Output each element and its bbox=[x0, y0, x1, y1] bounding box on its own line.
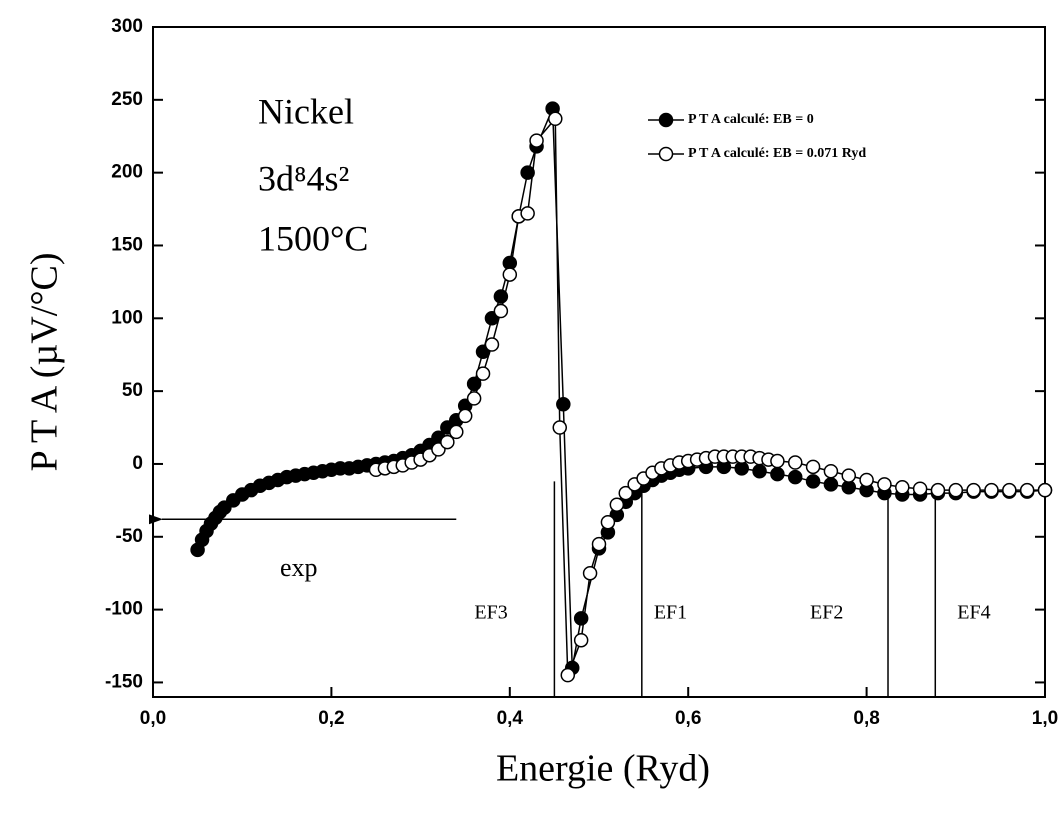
data-point bbox=[823, 463, 839, 479]
data-point bbox=[573, 632, 589, 648]
data-point bbox=[582, 565, 598, 581]
legend-label: P T A calculé: EB = 0.071 Ryd bbox=[688, 146, 866, 161]
annotation: 3d⁸4s² bbox=[258, 158, 349, 198]
legend-label: P T A calculé: EB = 0 bbox=[688, 112, 814, 127]
fermi-label: EF3 bbox=[474, 602, 507, 624]
data-point bbox=[859, 472, 874, 488]
y-tick-label: 50 bbox=[122, 380, 143, 401]
data-point bbox=[895, 480, 910, 495]
data-point bbox=[449, 424, 464, 440]
y-tick-label: 250 bbox=[111, 89, 143, 110]
data-point bbox=[475, 366, 491, 381]
data-point bbox=[752, 463, 767, 479]
data-point bbox=[805, 474, 821, 489]
data-point bbox=[948, 482, 964, 498]
y-tick-label: -150 bbox=[105, 671, 143, 692]
legend-marker bbox=[658, 112, 674, 128]
data-point bbox=[930, 482, 946, 498]
data-point bbox=[877, 477, 892, 492]
data-point bbox=[466, 391, 482, 406]
data-point bbox=[440, 434, 455, 450]
data-point bbox=[560, 667, 576, 683]
data-point bbox=[618, 485, 634, 501]
y-tick-label: -50 bbox=[116, 526, 143, 547]
data-point bbox=[484, 337, 500, 352]
data-point bbox=[1019, 482, 1035, 498]
data-point bbox=[548, 111, 563, 127]
data-point bbox=[823, 477, 839, 492]
data-point bbox=[966, 482, 981, 498]
data-point bbox=[552, 420, 568, 435]
x-axis-label: Energie (Ryd) bbox=[496, 748, 710, 790]
annotation: exp bbox=[280, 553, 318, 582]
y-axis-label: P T A (µV/°C) bbox=[24, 252, 66, 471]
data-point bbox=[805, 459, 821, 475]
x-tick-label: 0,0 bbox=[140, 708, 166, 729]
data-point bbox=[787, 455, 803, 470]
data-point bbox=[609, 497, 625, 512]
data-point bbox=[591, 536, 607, 552]
data-point bbox=[1037, 482, 1053, 498]
data-point bbox=[1002, 482, 1017, 498]
data-point bbox=[573, 611, 589, 626]
y-tick-label: 200 bbox=[111, 162, 143, 183]
fermi-label: EF2 bbox=[810, 602, 843, 624]
x-tick-label: 0,4 bbox=[497, 708, 524, 729]
data-point bbox=[502, 267, 518, 282]
data-point bbox=[520, 165, 535, 180]
y-tick-label: 100 bbox=[111, 307, 143, 328]
data-point bbox=[457, 408, 473, 424]
data-point bbox=[493, 303, 509, 319]
plot-frame bbox=[152, 26, 1046, 698]
data-point bbox=[520, 206, 535, 221]
data-point bbox=[770, 453, 785, 469]
y-tick-label: -100 bbox=[105, 599, 143, 620]
data-point bbox=[600, 514, 616, 530]
x-tick-label: 0,8 bbox=[853, 708, 879, 729]
x-tick-label: 0,6 bbox=[675, 708, 701, 729]
data-point bbox=[787, 469, 803, 485]
x-tick-label: 1,0 bbox=[1032, 708, 1058, 729]
data-point bbox=[529, 133, 544, 148]
legend-marker bbox=[658, 146, 674, 162]
data-point bbox=[912, 481, 928, 496]
annotation: Nickel bbox=[258, 91, 354, 131]
data-point bbox=[466, 376, 482, 392]
fermi-label: EF1 bbox=[654, 602, 687, 624]
x-tick-label: 0,2 bbox=[318, 708, 344, 729]
data-point bbox=[770, 466, 785, 482]
annotation: 1500°C bbox=[258, 218, 368, 258]
y-tick-label: 150 bbox=[111, 234, 143, 255]
data-point bbox=[984, 482, 999, 498]
y-tick-label: 0 bbox=[132, 453, 143, 474]
data-point bbox=[841, 468, 857, 483]
y-tick-label: 300 bbox=[111, 16, 143, 37]
fermi-label: EF4 bbox=[957, 602, 990, 624]
